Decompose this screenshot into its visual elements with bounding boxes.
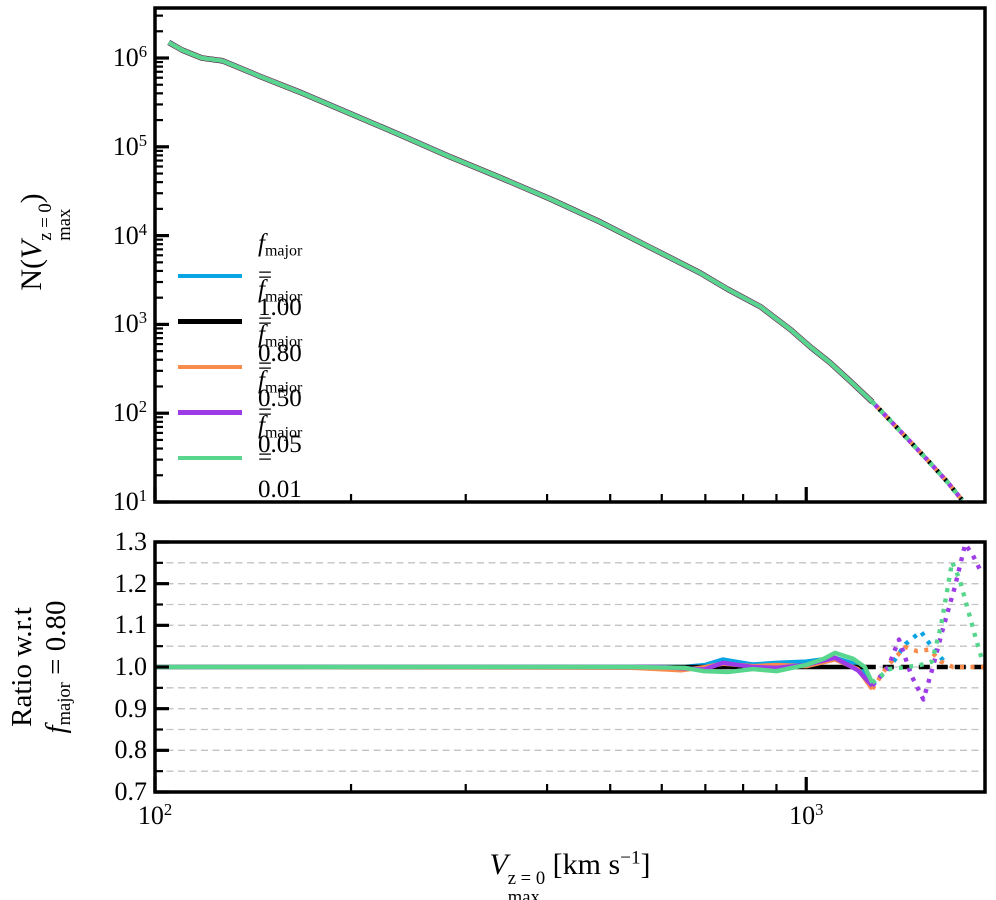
legend-sub: major bbox=[264, 333, 303, 351]
legend-sub: major bbox=[264, 242, 303, 260]
y-axis-label-top: N(V z = 0 max) bbox=[12, 22, 75, 462]
ylabel-bottom-symbol: f bbox=[40, 725, 72, 734]
ratio-curve-solid bbox=[154, 657, 875, 691]
legend-item-0.01: fmajor = 0.01 bbox=[178, 412, 302, 503]
legend-item-0.50: fmajor = 0.50 bbox=[178, 321, 302, 412]
legend-item-0.80: fmajor = 0.80 bbox=[178, 276, 302, 367]
x-tick-label: 103 bbox=[789, 799, 824, 830]
legend-symbol: f bbox=[258, 275, 265, 303]
xlabel-sub: max bbox=[507, 887, 540, 900]
top-curve-solid bbox=[167, 40, 874, 404]
legend-sub: major bbox=[264, 378, 303, 396]
y-tick-label-top: 103 bbox=[112, 308, 147, 339]
ratio-curve-dotted bbox=[870, 559, 984, 685]
y-tick-label-bottom: 1.0 bbox=[114, 652, 148, 681]
xlabel-sup: z = 0 bbox=[507, 868, 546, 890]
xlabel-scripts: z = 0 max bbox=[507, 868, 546, 900]
legend-symbol: f bbox=[258, 230, 265, 257]
ylabel-top-suffix: ) bbox=[15, 193, 48, 204]
y-tick-label-bottom: 1.3 bbox=[114, 527, 148, 556]
top-curve-dotted bbox=[870, 400, 964, 502]
legend-symbol: f bbox=[258, 321, 265, 348]
legend-value: = 0.80 bbox=[258, 307, 302, 367]
xlabel-unit: [km s bbox=[545, 848, 621, 881]
ratio-curve-solid bbox=[155, 650, 875, 684]
y-tick-label-top: 106 bbox=[112, 41, 147, 72]
legend-swatch-purple bbox=[178, 410, 242, 415]
legend-item-1.00: fmajor = 1.00 bbox=[178, 230, 302, 321]
xlabel-symbol: V bbox=[489, 848, 508, 881]
legend-swatch-orange bbox=[178, 364, 242, 370]
y-tick-label-top: 102 bbox=[112, 397, 147, 428]
legend-swatch-green bbox=[178, 455, 242, 461]
y-tick-label-bottom: 1.2 bbox=[114, 568, 148, 598]
legend-symbol: f bbox=[258, 412, 265, 439]
ylabel-bottom-line1: Ratio w.r.t bbox=[6, 607, 38, 727]
ylabel-top-prefix: N( bbox=[15, 259, 48, 291]
legend-value: = 0.05 bbox=[258, 398, 302, 458]
x-tick-label: 102 bbox=[137, 799, 173, 830]
y-tick-label-bottom: 0.7 bbox=[114, 777, 148, 806]
y-tick-label-bottom: 0.8 bbox=[114, 735, 148, 765]
y-tick-label-top: 101 bbox=[112, 485, 147, 516]
xlabel-unit-sup: −1 bbox=[620, 847, 641, 869]
legend-value: = 1.00 bbox=[258, 262, 302, 321]
y-tick-label-bottom: 0.9 bbox=[114, 693, 148, 723]
xlabel-unit-close: ] bbox=[640, 848, 651, 881]
ratio-curve-dotted bbox=[870, 541, 984, 702]
legend-sub: major bbox=[264, 424, 303, 442]
y-tick-label-bottom: 1.1 bbox=[114, 610, 148, 640]
y-tick-label-top: 105 bbox=[112, 130, 147, 161]
legend-swatch-black bbox=[178, 319, 242, 324]
y-tick-label-top: 104 bbox=[112, 219, 147, 250]
legend-symbol: f bbox=[258, 366, 265, 394]
legend-item-0.05: fmajor = 0.05 bbox=[178, 367, 302, 458]
legend-value: = 0.01 bbox=[258, 444, 302, 503]
legend-swatch-blue bbox=[178, 273, 242, 279]
legend-value: = 0.50 bbox=[258, 353, 302, 412]
ylabel-top-symbol: V bbox=[15, 240, 48, 260]
legend-sub: major bbox=[264, 287, 303, 305]
